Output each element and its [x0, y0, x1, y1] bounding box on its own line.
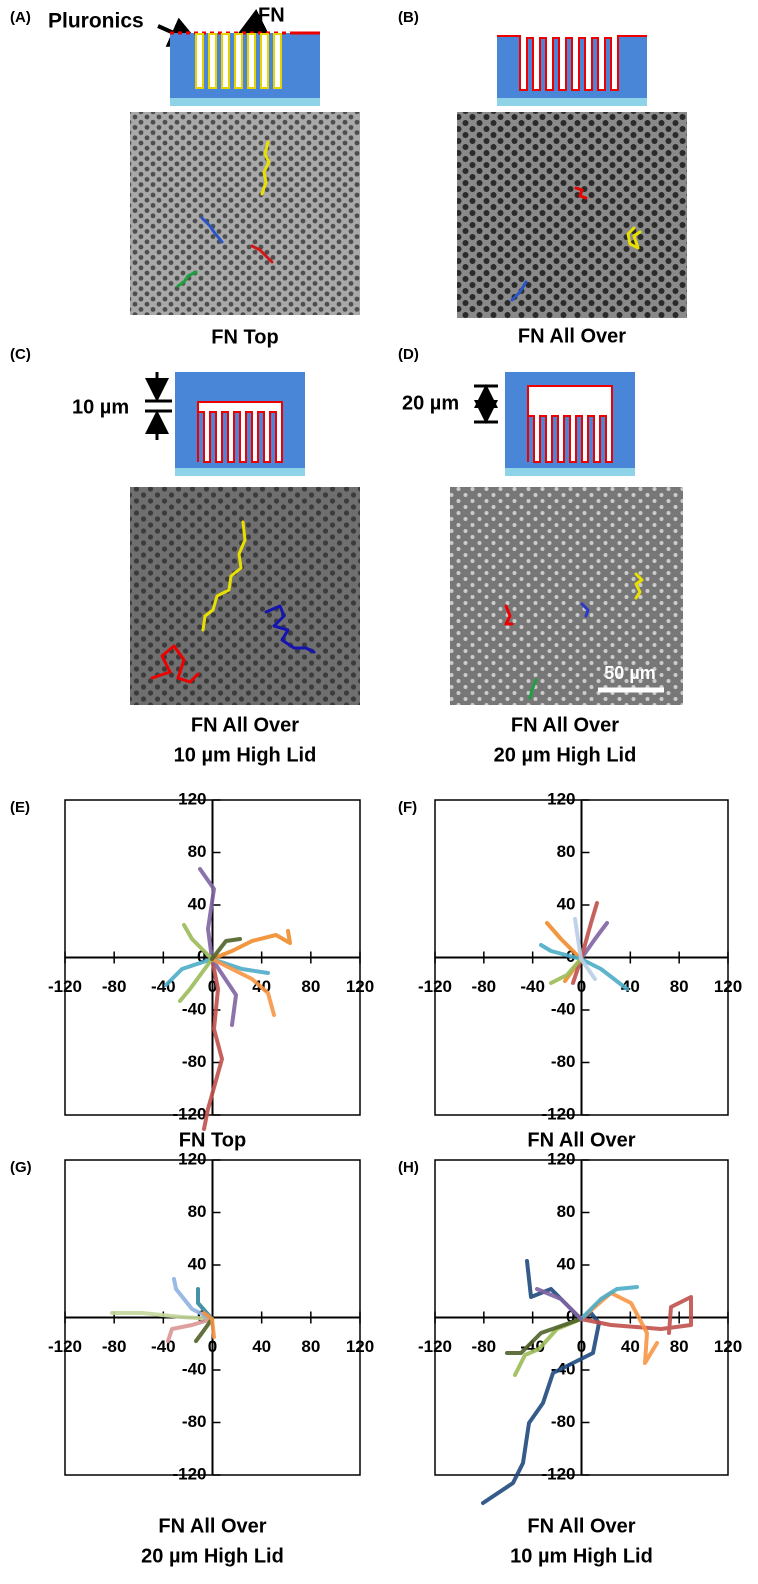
caption: FN All Over: [527, 1129, 635, 1151]
dimension: 20 µm: [402, 392, 459, 414]
y-tick-label: -120: [541, 1464, 575, 1483]
x-tick-label: 0: [577, 1337, 586, 1356]
y-tick-label: 120: [178, 1149, 206, 1168]
scale-bar-label: 50 µm: [604, 663, 655, 683]
cell-tracks: [504, 572, 644, 700]
y-tick-label: -80: [551, 1052, 576, 1071]
plot: -120 -80 -40 0 40 80 120-120-80-4004080120(E)F…: [10, 789, 374, 1151]
panel-label: (E): [10, 799, 30, 816]
dimension-arrows: [145, 372, 172, 440]
plot: -120 -80 -40 0 40 80 120-120-80-4004080120(H)F…: [398, 1149, 742, 1567]
panel-label: (H): [398, 1159, 419, 1176]
y-tick-label: 40: [188, 1254, 207, 1273]
caption: FN All Over: [511, 714, 619, 736]
x-tick-label: -80: [102, 1337, 127, 1356]
x-tick-label: -120: [48, 1337, 82, 1356]
micrograph: [130, 112, 360, 315]
y-tick-label: 120: [178, 789, 206, 808]
schematic: [497, 35, 647, 106]
caption: FN Top: [179, 1129, 246, 1151]
panel-label: (D): [398, 346, 419, 363]
y-tick-label: 120: [547, 789, 575, 808]
panel-label: (A): [10, 9, 31, 26]
x-tick-label: 80: [670, 1337, 689, 1356]
x-tick-label: 40: [621, 1337, 640, 1356]
y-tick-label: -80: [182, 1412, 207, 1431]
x-tick-label: 80: [670, 977, 689, 996]
trajectories: [481, 1259, 693, 1505]
trajectories: [164, 867, 292, 1131]
micrograph: [457, 112, 687, 318]
micrograph: [450, 487, 683, 705]
cell-tracks: [176, 140, 274, 288]
y-tick-label: -120: [541, 1104, 575, 1123]
y-tick-label: -80: [182, 1052, 207, 1071]
trajectories: [539, 901, 629, 991]
x-tick-label: -40: [151, 1337, 176, 1356]
annotation: FN: [258, 4, 285, 26]
caption: FN All Over: [527, 1515, 635, 1537]
y-tick-label: 80: [188, 1202, 207, 1221]
annotation: Pluronics: [48, 10, 144, 33]
y-tick-label: -40: [551, 999, 576, 1018]
x-tick-label: 40: [621, 977, 640, 996]
panel-label: (G): [10, 1159, 32, 1176]
x-tick-label: 120: [714, 1337, 742, 1356]
y-tick-label: 80: [557, 1202, 576, 1221]
y-tick-label: 40: [557, 1254, 576, 1273]
dimension-arrows: [474, 384, 498, 424]
schematic: [170, 31, 320, 106]
x-tick-label: -120: [418, 1337, 452, 1356]
caption: FN All Over: [518, 325, 626, 347]
schematic: [175, 372, 305, 476]
y-tick-label: 0: [197, 947, 206, 966]
caption: FN All Over: [158, 1515, 266, 1537]
y-tick-label: 40: [188, 894, 207, 913]
y-tick-label: 80: [188, 842, 207, 861]
cell-tracks: [510, 186, 642, 302]
caption: FN Top: [211, 326, 278, 348]
y-tick-label: -80: [551, 1412, 576, 1431]
x-tick-label: 0: [208, 1337, 217, 1356]
caption: 10 µm High Lid: [510, 1545, 653, 1567]
x-tick-label: -40: [520, 977, 545, 996]
x-tick-label: 120: [346, 1337, 374, 1356]
x-tick-label: 80: [301, 977, 320, 996]
schematic: [505, 372, 635, 476]
y-tick-label: 0: [566, 1307, 575, 1326]
caption: FN All Over: [191, 714, 299, 736]
x-tick-label: -120: [418, 977, 452, 996]
caption: 20 µm High Lid: [141, 1545, 284, 1567]
y-tick-label: -120: [172, 1464, 206, 1483]
x-tick-label: -80: [472, 977, 497, 996]
x-tick-label: 120: [714, 977, 742, 996]
panel-label: (F): [398, 799, 417, 816]
cell-tracks: [150, 520, 316, 684]
y-tick-label: -40: [182, 1359, 207, 1378]
y-tick-label: 80: [557, 842, 576, 861]
panel-label: (B): [398, 9, 419, 26]
plot: -120 -80 -40 0 40 80 120-120-80-4004080120(G)F…: [10, 1149, 374, 1567]
panel-label: (C): [10, 346, 31, 363]
y-tick-label: -120: [172, 1104, 206, 1123]
x-tick-label: 40: [252, 1337, 271, 1356]
caption: 10 µm High Lid: [174, 744, 317, 766]
y-tick-label: 40: [557, 894, 576, 913]
caption: 20 µm High Lid: [494, 744, 637, 766]
dimension: 10 µm: [72, 396, 129, 418]
x-tick-label: -80: [102, 977, 127, 996]
x-tick-label: -120: [48, 977, 82, 996]
trajectories: [110, 1277, 216, 1343]
x-tick-label: 80: [301, 1337, 320, 1356]
x-tick-label: 0: [208, 977, 217, 996]
x-tick-label: 120: [346, 977, 374, 996]
x-tick-label: -80: [472, 1337, 497, 1356]
x-tick-label: 0: [577, 977, 586, 996]
y-tick-label: 120: [547, 1149, 575, 1168]
y-tick-label: -40: [182, 999, 207, 1018]
